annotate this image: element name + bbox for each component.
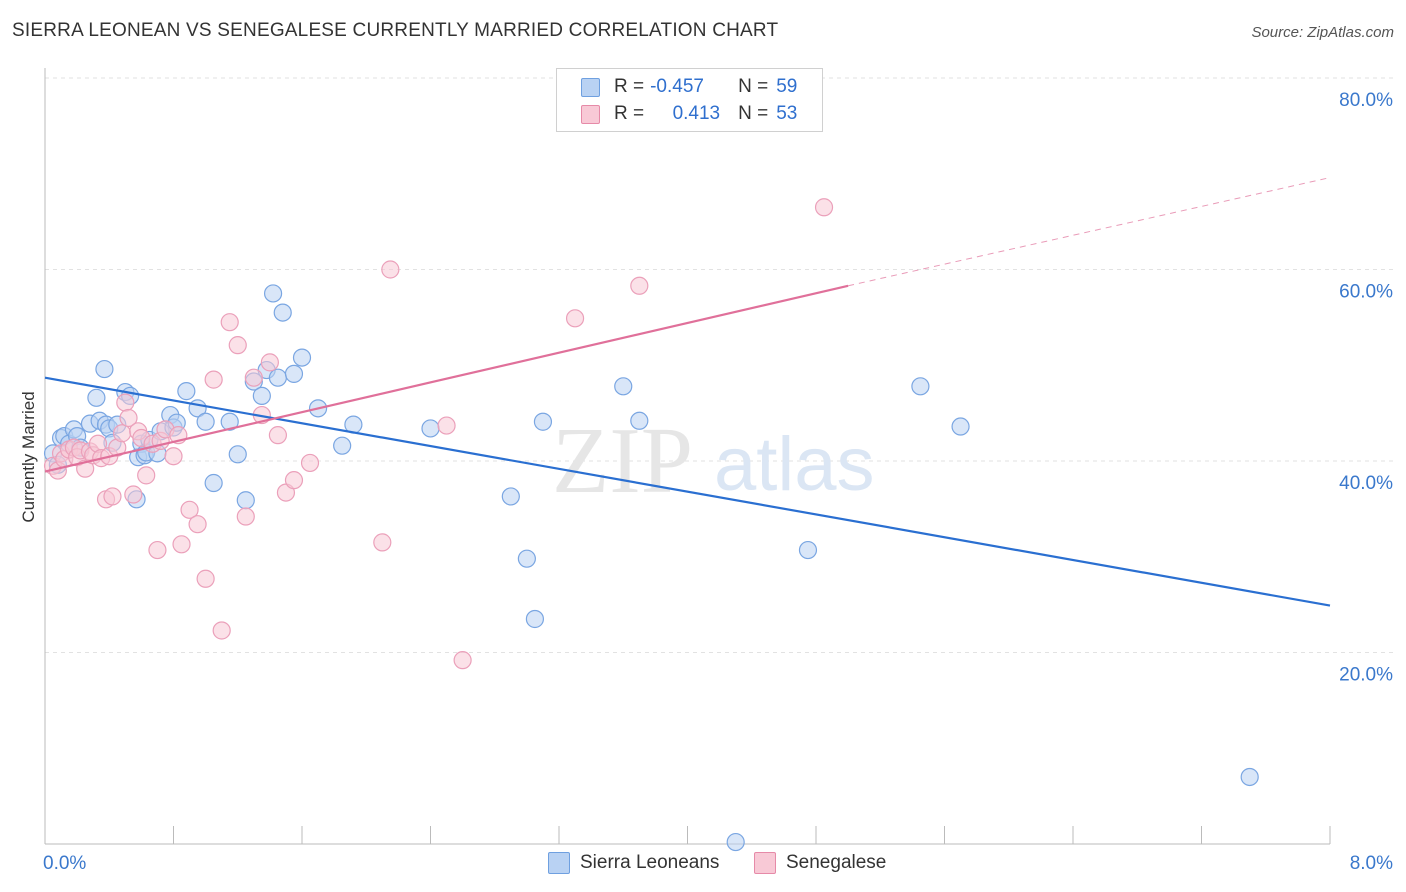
point-senegalese: [236, 507, 255, 526]
r-label: R =: [614, 103, 645, 124]
source-label: Source: ZipAtlas.com: [1251, 24, 1394, 41]
legend-swatch-pink: [581, 104, 600, 124]
point-senegalese: [373, 533, 392, 552]
data-points: [43, 198, 1259, 852]
point-senegalese: [565, 309, 585, 328]
n-label: N =: [738, 76, 769, 97]
point-sierra-leoneans: [517, 549, 536, 568]
point-senegalese: [103, 487, 122, 506]
point-sierra-leoneans: [95, 359, 114, 379]
point-senegalese: [124, 485, 143, 504]
x-tick-label: 0.0%: [43, 853, 86, 874]
n-label: N =: [738, 103, 769, 124]
point-senegalese: [116, 393, 135, 412]
trendline-senegalese-extension: [848, 177, 1331, 287]
point-sierra-leoneans: [292, 348, 312, 367]
point-senegalese: [260, 353, 279, 372]
point-senegalese: [814, 198, 834, 217]
point-senegalese: [164, 447, 183, 466]
y-tick-label: 40.0%: [1339, 473, 1393, 494]
r-value: -0.457: [650, 76, 704, 97]
point-senegalese: [148, 540, 167, 560]
watermark-atlas: atlas: [714, 422, 875, 507]
point-sierra-leoneans: [228, 445, 247, 464]
n-value: 59: [776, 76, 798, 97]
point-sierra-leoneans: [911, 377, 930, 396]
point-senegalese: [119, 408, 138, 428]
point-sierra-leoneans: [263, 284, 283, 303]
point-senegalese: [212, 621, 231, 640]
x-tick-label: 8.0%: [1350, 853, 1393, 874]
point-sierra-leoneans: [220, 412, 239, 431]
point-sierra-leoneans: [268, 368, 288, 387]
legend-label: Senegalese: [786, 852, 887, 873]
r-label: R =: [614, 76, 645, 97]
point-sierra-leoneans: [87, 388, 106, 407]
point-senegalese: [220, 313, 239, 332]
point-senegalese: [196, 569, 215, 588]
point-sierra-leoneans: [726, 832, 745, 852]
point-senegalese: [381, 260, 400, 279]
point-senegalese: [300, 453, 320, 473]
point-senegalese: [268, 426, 288, 445]
point-senegalese: [228, 336, 247, 355]
legend-swatch-blue: [581, 77, 600, 97]
point-senegalese: [76, 459, 95, 478]
point-senegalese: [437, 416, 456, 435]
chart-title: SIERRA LEONEAN VS SENEGALESE CURRENTLY M…: [12, 20, 779, 41]
y-tick-label: 60.0%: [1339, 282, 1393, 303]
point-senegalese: [172, 535, 191, 554]
point-sierra-leoneans: [273, 303, 292, 322]
point-senegalese: [244, 368, 263, 387]
point-sierra-leoneans: [284, 364, 304, 383]
point-sierra-leoneans: [798, 540, 818, 560]
point-senegalese: [188, 515, 207, 534]
point-senegalese: [204, 370, 223, 389]
point-senegalese: [284, 471, 304, 490]
trendline-sierra-leoneans: [44, 376, 1331, 607]
legend-row-sierra-leoneans: R = -0.457 N = 59: [581, 75, 797, 99]
legend-swatch-pink: [754, 852, 776, 874]
correlation-legend: R = -0.457 N = 59 R = 0.413 N = 53: [556, 68, 823, 132]
y-axis-label: Currently Married: [19, 391, 38, 522]
legend-label: Sierra Leoneans: [580, 852, 720, 873]
y-tick-label: 20.0%: [1339, 665, 1393, 686]
legend-item-sierra-leoneans: Sierra Leoneans: [548, 852, 719, 874]
point-sierra-leoneans: [630, 411, 649, 430]
gridlines: [45, 77, 1393, 653]
point-sierra-leoneans: [177, 382, 196, 401]
legend-swatch-blue: [548, 852, 570, 874]
point-sierra-leoneans: [951, 417, 970, 436]
point-senegalese: [453, 651, 472, 670]
point-sierra-leoneans: [421, 419, 440, 438]
point-sierra-leoneans: [236, 491, 255, 510]
point-sierra-leoneans: [614, 377, 633, 396]
point-senegalese: [112, 424, 132, 443]
point-senegalese: [630, 276, 649, 295]
point-sierra-leoneans: [204, 473, 223, 493]
point-sierra-leoneans: [252, 386, 271, 405]
point-sierra-leoneans: [533, 412, 553, 431]
point-sierra-leoneans: [196, 412, 215, 431]
trendline-senegalese: [44, 284, 849, 473]
tick-labels: 20.0% 40.0% 60.0% 80.0% 0.0% 8.0%: [43, 90, 1393, 874]
point-sierra-leoneans: [1240, 767, 1259, 787]
point-senegalese: [180, 500, 199, 519]
trend-lines: [44, 177, 1331, 607]
legend-row-senegalese: R = 0.413 N = 53: [581, 102, 797, 126]
point-sierra-leoneans: [501, 487, 520, 506]
watermark-zip: ZIP: [552, 409, 693, 513]
n-value: 53: [776, 103, 798, 124]
point-sierra-leoneans: [333, 436, 352, 455]
point-sierra-leoneans: [525, 609, 545, 629]
r-value: 0.413: [672, 103, 721, 124]
point-senegalese: [137, 466, 156, 485]
legend-item-senegalese: Senegalese: [754, 852, 886, 874]
y-tick-label: 80.0%: [1339, 90, 1393, 111]
